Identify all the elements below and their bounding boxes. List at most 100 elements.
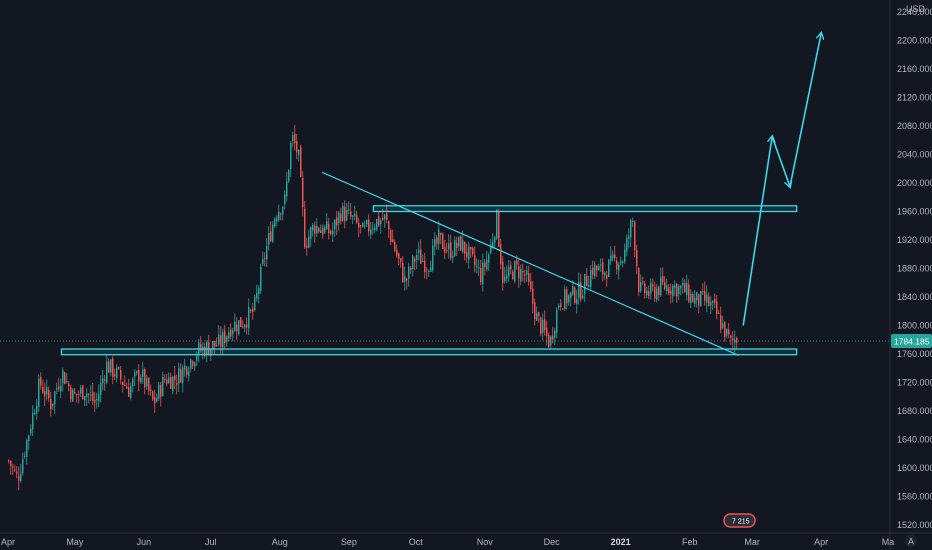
candle-body (174, 375, 176, 381)
candle-body (592, 267, 594, 275)
candle-body (668, 287, 670, 294)
candle-body (384, 214, 386, 219)
price-tick-label: 2200.000 (897, 36, 932, 46)
candle-body (476, 266, 478, 268)
price-axis[interactable]: USD 2240.000 2200.000 2160.000 2120.000 2080… (889, 0, 932, 550)
price-tick-label: 1800.000 (897, 321, 932, 331)
candle-body (56, 388, 58, 390)
candle-body (310, 227, 312, 239)
time-tick-label: Apr (814, 537, 828, 547)
support-zone[interactable] (60, 348, 798, 356)
candle-body (480, 268, 482, 283)
candle-body (578, 281, 580, 298)
candle-body (416, 254, 418, 260)
candle-body (462, 239, 464, 253)
candle-body (152, 391, 154, 400)
candle-body (392, 239, 394, 243)
drawings-layer[interactable] (60, 33, 821, 356)
events-badge[interactable]: 7 215 (723, 513, 756, 528)
candle-body (82, 385, 84, 400)
candle-body (532, 288, 534, 304)
candle-body (718, 312, 720, 314)
candle-body (216, 345, 218, 347)
candle-body (588, 284, 590, 288)
price-tick-label: 1760.000 (897, 349, 932, 359)
candle-body (602, 261, 604, 275)
candle-body (600, 264, 602, 266)
candle-body (238, 320, 240, 334)
candle-body (464, 241, 466, 254)
candle-body (518, 266, 520, 279)
candle-body (252, 308, 254, 313)
candle-body (276, 217, 278, 222)
resistance-zone[interactable] (372, 205, 798, 213)
candle-body (584, 273, 586, 294)
price-tick-label: 2000.000 (897, 178, 932, 188)
candle-body (240, 317, 242, 327)
candle-body (628, 236, 630, 239)
candle-body (562, 308, 564, 310)
candle-body (110, 359, 112, 373)
candle-body (596, 265, 598, 271)
candle-body (144, 369, 146, 388)
candle-body (230, 329, 232, 337)
candle-body (346, 209, 348, 220)
candle-body (24, 455, 26, 457)
candle-body (682, 282, 684, 286)
candle-body (702, 291, 704, 293)
candle-body (406, 278, 408, 281)
candle-body (132, 379, 134, 387)
candle-body (370, 229, 372, 235)
candle-body (28, 435, 30, 441)
candle-body (226, 336, 228, 343)
candle-body (502, 261, 504, 284)
projection-arrow-leg[interactable] (742, 137, 772, 326)
candle-body (124, 384, 126, 386)
candle-body (58, 386, 60, 390)
candle-body (52, 403, 54, 407)
candle-body (552, 335, 554, 340)
candle-body (556, 309, 558, 333)
candle-body (418, 249, 420, 253)
candle-body (298, 150, 300, 156)
candle-body (634, 221, 636, 251)
candle-body (288, 169, 290, 182)
candle-body (260, 266, 262, 292)
candle-body (444, 247, 446, 253)
candle-body (538, 312, 540, 317)
candle-body (454, 239, 456, 257)
descending-trendline[interactable] (321, 171, 739, 356)
candle-body (522, 270, 524, 273)
auto-scale-button[interactable]: A (905, 535, 917, 547)
candle-body (356, 215, 358, 223)
candle-body (528, 273, 530, 282)
candle-body (218, 334, 220, 345)
candle-body (390, 230, 392, 242)
candle-body (278, 211, 280, 220)
candle-body (524, 274, 526, 276)
candle-body (414, 258, 416, 262)
candle-body (74, 391, 76, 394)
candle-body (514, 261, 516, 282)
candle-body (16, 471, 18, 474)
candle-body (156, 397, 158, 402)
candle-body (106, 361, 108, 383)
candle-body (36, 405, 38, 414)
candle-body (116, 367, 118, 379)
projection-arrow-leg[interactable] (771, 136, 790, 187)
candle-body (118, 367, 120, 369)
candle-body (736, 338, 738, 343)
projection-arrow-leg[interactable] (789, 33, 821, 187)
candle-body (512, 271, 514, 280)
candle-body (342, 205, 344, 221)
candle-body (228, 332, 230, 339)
candle-body (482, 262, 484, 285)
candle-body (172, 376, 174, 392)
candle-body (242, 326, 244, 328)
time-axis[interactable]: Apr May Jun Jul Aug Sep Oct Nov Dec 2021 Feb Mar Apr… (0, 532, 932, 547)
candle-body (76, 393, 78, 396)
candle-body (246, 324, 248, 328)
candle-body (138, 370, 140, 382)
candle-body (306, 245, 308, 248)
